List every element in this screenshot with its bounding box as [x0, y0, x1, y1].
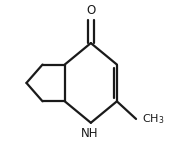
- Text: CH$_3$: CH$_3$: [142, 112, 165, 126]
- Text: O: O: [86, 4, 96, 17]
- Text: NH: NH: [81, 127, 98, 140]
